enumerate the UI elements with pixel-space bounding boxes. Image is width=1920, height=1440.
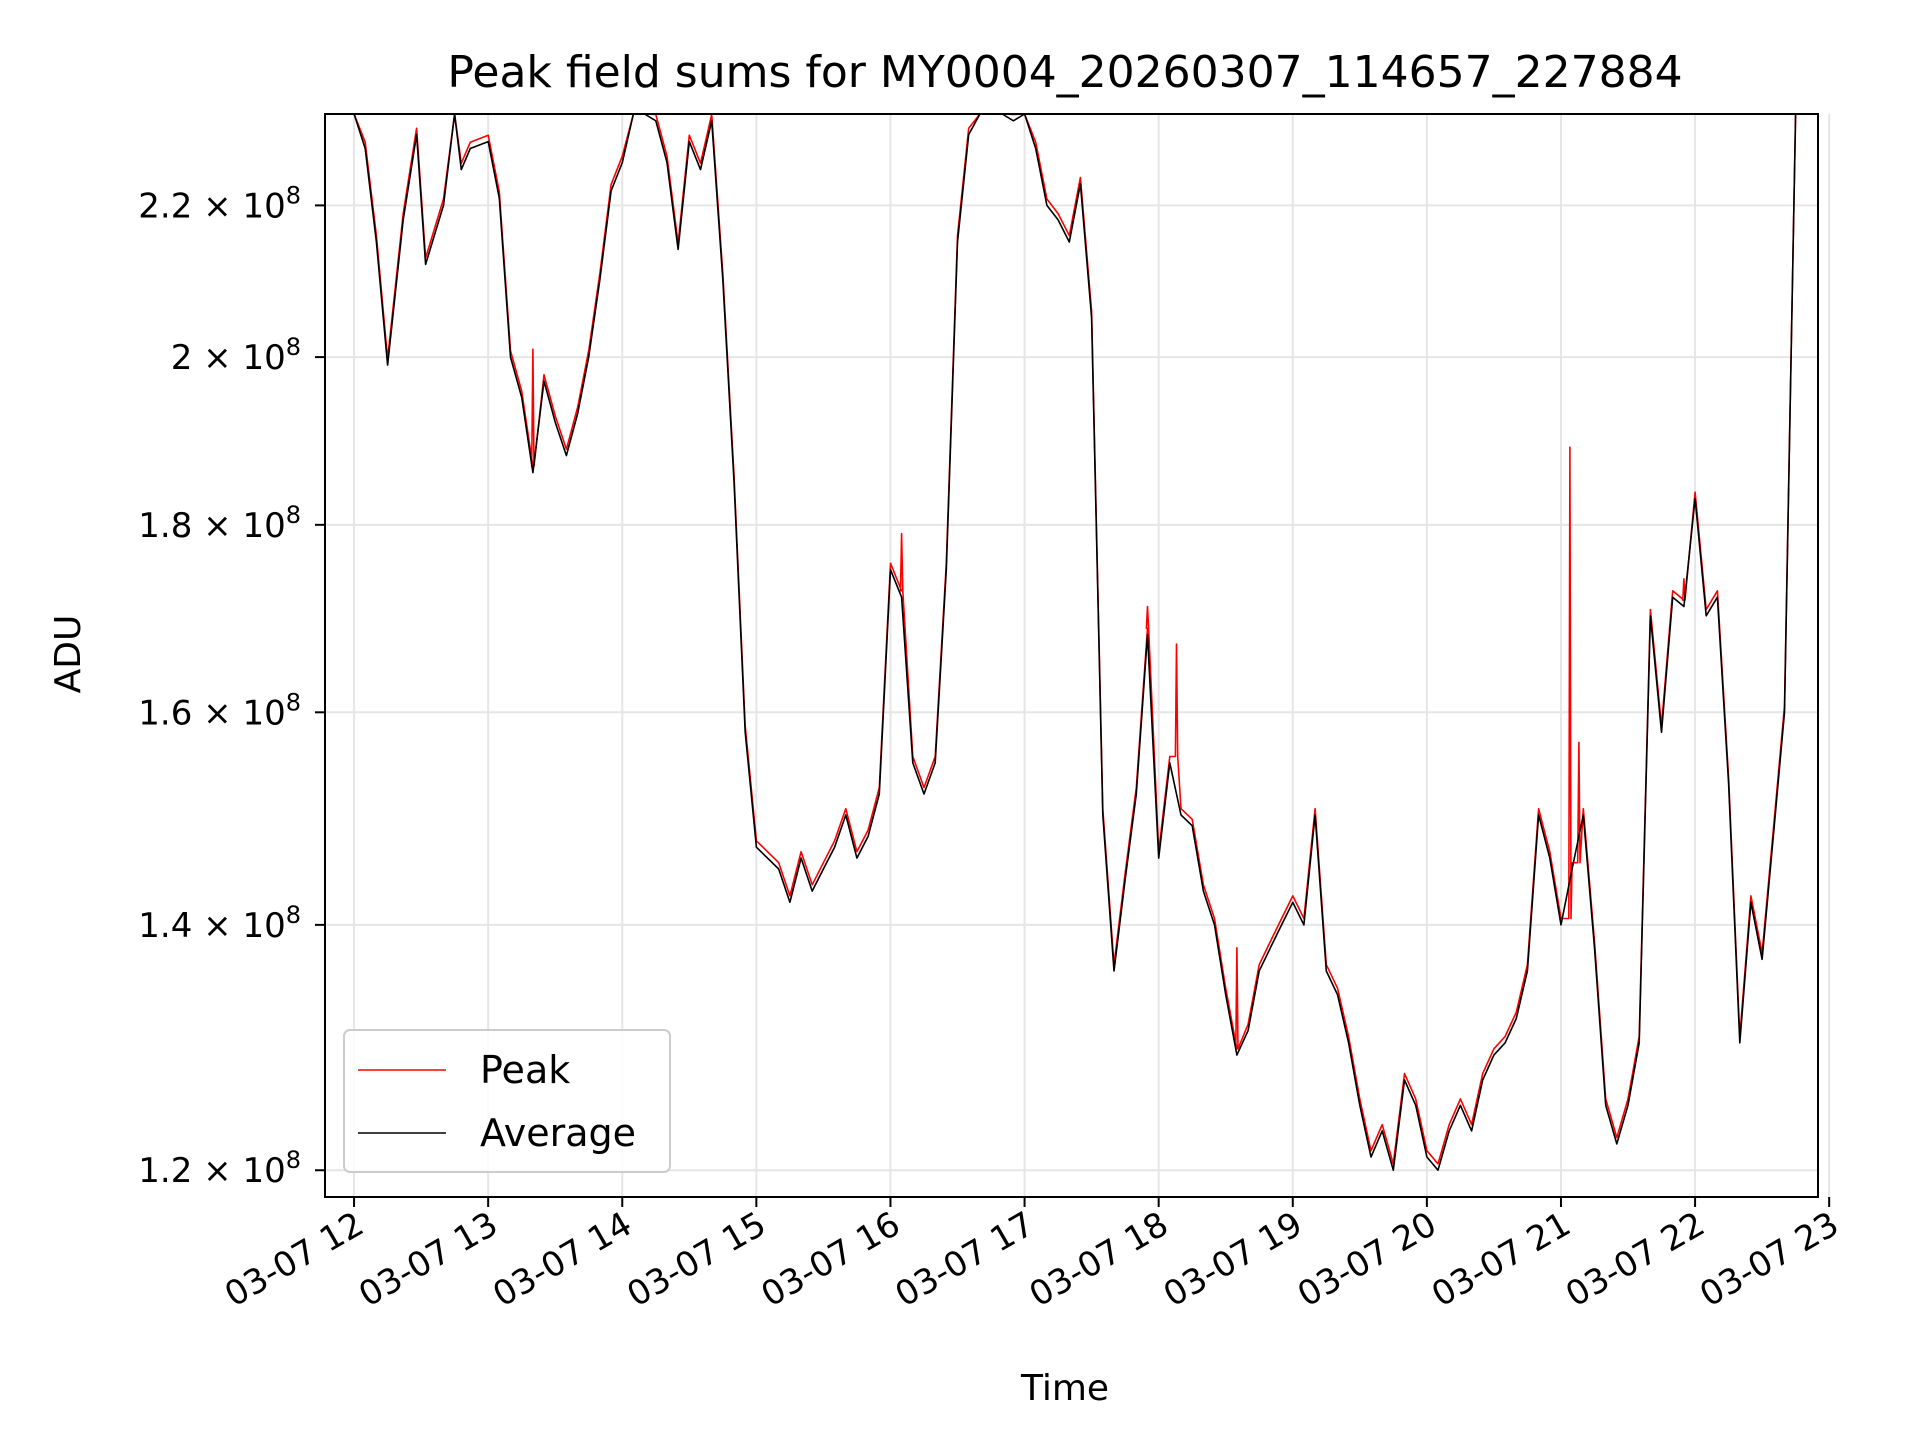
y-tick-label: 1.8 × 108 — [138, 501, 301, 546]
y-tick-label: 1.6 × 108 — [138, 688, 301, 733]
y-tick-label: 1.2 × 108 — [138, 1146, 301, 1191]
legend: Peak Average — [343, 1029, 671, 1173]
plot-frame — [324, 113, 1819, 1198]
y-tick-label: 1.4 × 108 — [138, 901, 301, 946]
x-axis-title: Time — [1020, 1368, 1109, 1409]
series-layer — [325, 113, 1797, 1171]
y-tick-label: 2 × 108 — [171, 333, 301, 378]
legend-label-average: Average — [480, 1111, 636, 1155]
y-axis-title: ADU — [48, 615, 89, 694]
y-tick-label: 2.2 × 108 — [138, 181, 301, 226]
legend-label-peak: Peak — [480, 1048, 570, 1092]
series-line-average — [325, 113, 1797, 1171]
grid-layer — [325, 114, 1831, 1197]
legend-box — [343, 1029, 671, 1173]
chart-title: Peak field sums for MY0004_20260307_1146… — [447, 47, 1682, 98]
